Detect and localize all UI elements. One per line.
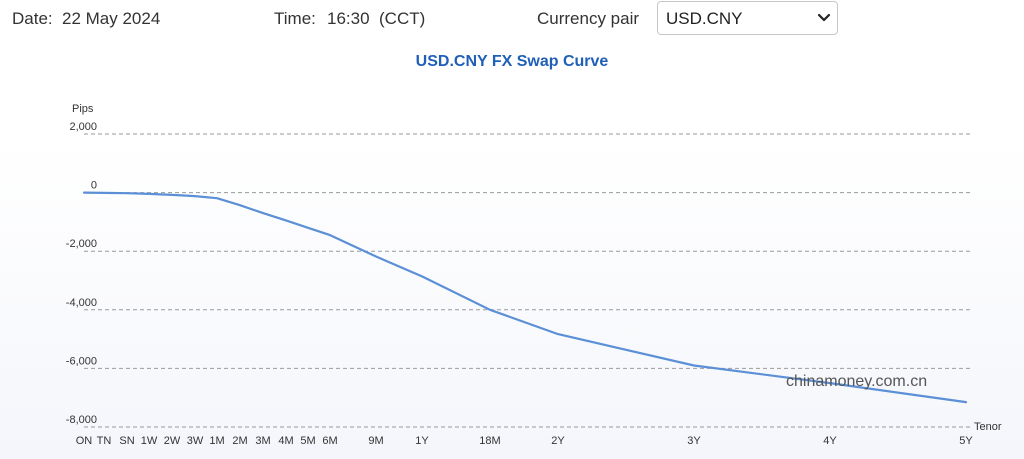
x-tick-label: TN [97,435,112,447]
y-tick-label: -2,000 [66,238,97,250]
x-tick-label: 4Y [823,435,837,447]
x-axis-label: Tenor [974,421,1002,433]
x-tick-label: 1Y [415,435,429,447]
time-label: Time: [274,9,316,28]
x-tick-label: 5M [300,435,315,447]
y-tick-label: -8,000 [66,414,97,426]
x-tick-label: 3Y [687,435,701,447]
series-line [82,191,968,404]
time-value: 16:30 [327,9,370,28]
y-tick-label: -6,000 [66,355,97,367]
date-value: 22 May 2024 [62,9,161,28]
y-axis-label: Pips [72,103,94,115]
x-tick-label: 1W [141,435,158,447]
x-tick-label: 4M [278,435,293,447]
x-tick-label: 2Y [551,435,565,447]
x-tick-label: 5Y [959,435,973,447]
toolbar: Date: 22 May 2024 Time: 16:30 (CCT) Curr… [0,0,1024,40]
currency-pair-label: Currency pair [537,9,640,28]
x-tick-label: SN [119,435,134,447]
x-tick-label: 9M [368,435,383,447]
time-zone: (CCT) [379,9,426,28]
x-tick-label: ON [76,435,93,447]
currency-pair-select[interactable]: USD.CNY [657,1,838,35]
x-tick-label: 2M [232,435,247,447]
y-tick-label: 2,000 [69,121,97,133]
currency-pair-value: USD.CNY [666,9,743,28]
x-tick-label: 3W [187,435,204,447]
x-tick-label: 3M [255,435,270,447]
x-tick-label: 18M [479,435,500,447]
y-tick-label: 0 [91,180,97,192]
chart-title: USD.CNY FX Swap Curve [415,53,609,70]
x-tick-label: 6M [322,435,337,447]
y-tick-label: -4,000 [66,297,97,309]
x-tick-label: 2W [164,435,181,447]
x-tick-label: 1M [209,435,224,447]
chevron-down-icon [817,13,831,22]
watermark: chinamoney.com.cn [786,373,928,390]
date-label: Date: [12,9,53,28]
